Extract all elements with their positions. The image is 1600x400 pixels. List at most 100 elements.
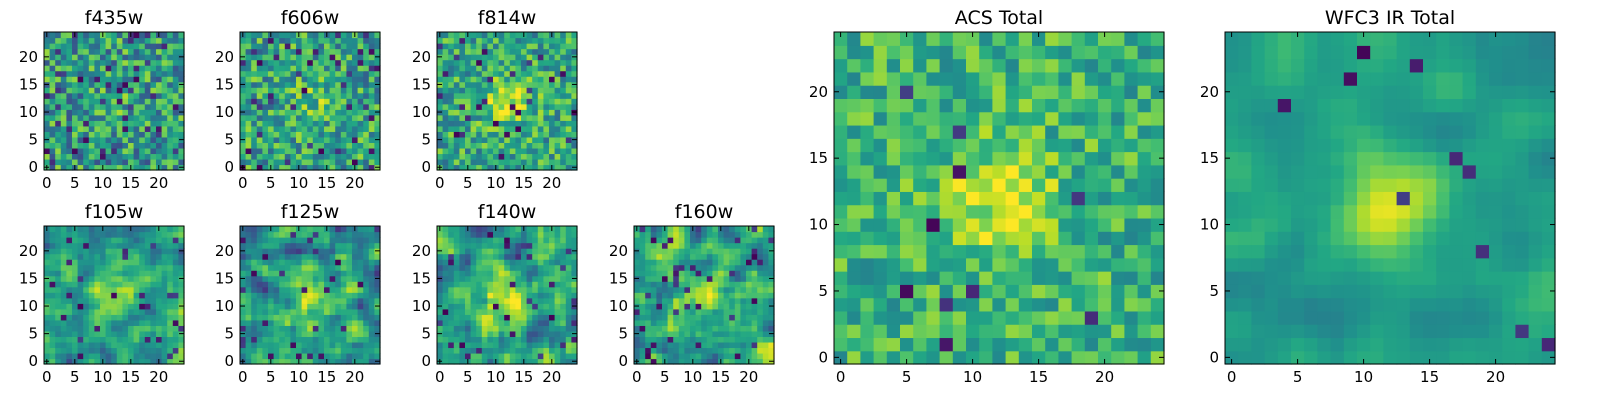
heatmap-cell [290,248,297,255]
heatmap-cell [667,259,674,266]
heatmap-cell [245,59,252,66]
heatmap-cell [83,248,90,255]
heatmap-cell [526,248,533,255]
heatmap-cell [515,43,522,50]
heatmap-cell [346,336,353,343]
heatmap-cell [116,358,123,365]
heatmap-cell [521,352,528,360]
heatmap-cell [340,231,347,238]
heatmap-cell [515,248,522,255]
heatmap-cell [549,330,556,337]
heatmap-cell [543,136,550,143]
heatmap-cell [554,248,561,255]
heatmap-cell [279,270,286,277]
heatmap-cell [240,347,247,354]
heatmap-cell [77,231,84,238]
heatmap-cell [554,164,561,171]
heatmap-cell [470,303,477,310]
heatmap-cell [459,259,466,266]
heatmap-cell [645,226,652,233]
heatmap-cell [178,43,185,50]
heatmap-cell [1150,164,1165,179]
heatmap-cell [329,292,336,299]
heatmap-cell [256,314,263,321]
heatmap-cell [268,76,275,83]
heatmap-cell [284,292,291,299]
heatmap-cell [645,341,652,349]
heatmap-cell [352,308,359,315]
heatmap-cell [72,48,79,55]
heatmap-cell [262,341,269,349]
heatmap-cell [301,136,308,143]
heatmap-cell [296,330,303,337]
heatmap-cell [565,120,572,127]
heatmap-cell [312,142,319,149]
heatmap-cell [673,231,680,238]
heatmap-cell [268,275,275,282]
heatmap-cell [172,136,179,143]
heatmap-cell [240,125,247,132]
heatmap-cell [329,147,336,155]
heatmap-cell [645,347,652,354]
heatmap-cell [251,275,258,282]
heatmap-cell [487,303,494,310]
heatmap-cell [352,70,359,77]
heatmap-cell [307,264,314,271]
heatmap-cell [139,32,146,39]
heatmap-cell [729,248,736,255]
heatmap-cell [167,330,174,337]
heatmap-cell [537,248,544,255]
heatmap-cell [645,358,652,365]
heatmap-cell [926,244,941,259]
heatmap-cell [1137,350,1152,365]
heatmap-cell [560,336,567,343]
heatmap-cell [1018,337,1033,352]
heatmap-cell [712,352,719,360]
heatmap-cell [301,32,308,39]
heatmap-cell [167,65,174,72]
heatmap-cell [105,158,112,166]
heatmap-cell [111,32,118,39]
heatmap-cell [543,98,550,105]
heatmap-cell [150,59,157,66]
heatmap-cell [100,76,107,83]
heatmap-cell [88,270,95,277]
heatmap-cell [133,76,140,83]
heatmap-cell [72,92,79,99]
heatmap-cell [695,242,702,249]
heatmap-cell [240,264,247,271]
heatmap-cell [498,270,505,277]
heatmap-cell [340,109,347,116]
heatmap-cell [453,70,460,77]
heatmap-cell [465,253,472,260]
heatmap-cell [639,325,646,332]
heatmap-cell [335,281,342,288]
heatmap-cell [639,314,646,321]
heatmap-cell [560,142,567,149]
heatmap-cell [72,319,79,326]
heatmap-cell [105,270,112,277]
heatmap-cell [554,286,561,293]
heatmap-cell [357,43,364,50]
heatmap-cell [139,147,146,155]
heatmap-cell [701,358,708,365]
heatmap-cell [537,352,544,360]
heatmap-cell [549,92,556,99]
heatmap-cell [156,341,163,349]
heatmap-cell [133,226,140,233]
heatmap-cell [1045,217,1059,232]
heatmap-cell [279,76,286,83]
heatmap-cell [481,65,488,72]
heatmap-cell [150,142,157,149]
heatmap-cell [133,336,140,343]
heatmap-cell [476,330,483,337]
heatmap-cell [284,125,291,132]
heatmap-cell [453,103,460,110]
heatmap-cell [357,358,364,365]
heatmap-cell [240,87,247,94]
heatmap-cell [245,153,252,160]
heatmap-cell [532,286,539,293]
heatmap-cell [470,81,477,88]
heatmap-cell [521,76,528,83]
heatmap-cell [1018,204,1033,219]
